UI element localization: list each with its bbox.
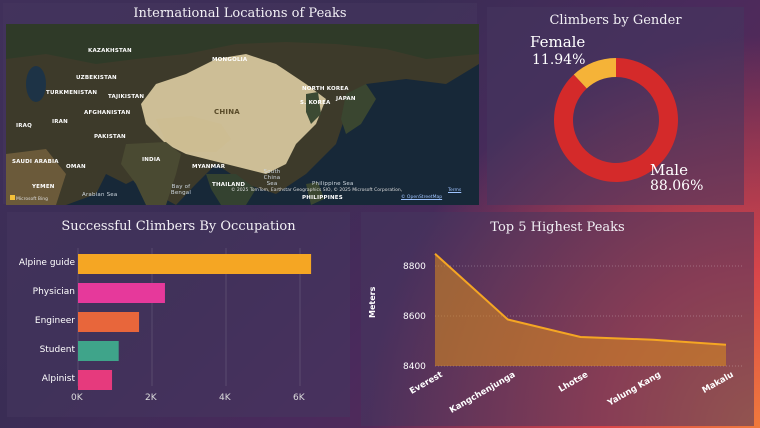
occupation-bar-label: Physician (32, 287, 75, 297)
occupation-bar[interactable] (78, 312, 140, 332)
occupation-bar[interactable] (78, 254, 312, 274)
y-tick-label: 8800 (403, 262, 426, 272)
map-label: CHINA (214, 108, 240, 116)
gender-donut (554, 58, 678, 182)
x-tick-label: Yalung Kang (605, 370, 663, 409)
map-title: International Locations of Peaks (133, 6, 347, 21)
x-tick-label: 2K (145, 393, 157, 403)
male-label: Male (650, 161, 688, 179)
gender-panel: Climbers by Gender Female 11.94% Male 88… (487, 7, 744, 205)
occupation-bar[interactable] (78, 341, 119, 361)
peaks-area (435, 253, 726, 366)
map-label: South China Sea (263, 169, 281, 187)
peaks-panel: Top 5 Highest Peaks 8400 8600 8800 Meters Ev… (361, 212, 754, 426)
male-percent: 88.06% (650, 178, 704, 194)
y-tick-label: 8400 (403, 362, 426, 372)
map-label: S. KOREA (300, 100, 331, 106)
map-label: MYANMAR (192, 164, 226, 170)
map-terrain (6, 24, 479, 205)
map-label: PHILIPPINES (302, 195, 343, 201)
y-axis-label: Meters (368, 286, 377, 318)
female-label: Female (530, 33, 586, 51)
occupation-chart (77, 248, 312, 390)
x-tick-label: Kangchenjunga (448, 370, 517, 416)
map-label: PAKISTAN (94, 134, 126, 140)
map-terms-link[interactable]: Terms (448, 188, 462, 193)
map-label: Arabian Sea (82, 192, 118, 198)
x-tick-label: Makalu (701, 370, 736, 396)
y-tick-label: 8600 (403, 312, 426, 322)
map-label: IRAQ (16, 123, 33, 129)
map-label: TAJIKISTAN (108, 94, 145, 100)
map-label: MONGOLIA (212, 57, 248, 63)
map-label: Philippine Sea (312, 181, 354, 187)
satellite-map[interactable]: KAZAKHSTAN MONGOLIA UZBEKISTAN TURKMENISTAN… (6, 24, 479, 205)
peaks-chart: 8400 8600 8800 Meters Everest Kangchenjunga Lh… (368, 253, 744, 416)
x-tick-label: Lhotse (557, 370, 590, 395)
map-label: Bay of Bengal (170, 184, 192, 196)
map-label: TURKMENISTAN (46, 90, 98, 96)
occupation-bar-label: Alpine guide (18, 258, 75, 268)
peaks-title: Top 5 Highest Peaks (490, 220, 625, 235)
peaks-line[interactable] (434, 253, 727, 346)
occupation-bar-label: Engineer (34, 316, 75, 326)
occupation-title: Successful Climbers By Occupation (61, 219, 296, 234)
x-tick-label: Everest (408, 370, 444, 397)
occupation-panel: Successful Climbers By Occupation Alpine… (7, 212, 350, 417)
female-slice[interactable] (573, 58, 616, 89)
occupation-bar[interactable] (78, 370, 113, 390)
map-label: THAILAND (212, 182, 246, 188)
map-label: UZBEKISTAN (76, 75, 117, 81)
gender-title: Climbers by Gender (549, 13, 682, 28)
map-label: KAZAKHSTAN (88, 48, 132, 54)
occupation-bar[interactable] (78, 283, 165, 303)
bing-logo: Microsoft Bing (10, 195, 48, 202)
microsoft-icon (10, 195, 15, 200)
male-slice[interactable] (554, 58, 678, 182)
map-label: OMAN (66, 164, 86, 170)
map-osm-link[interactable]: © OpenStreetMap (401, 195, 443, 200)
x-tick-label: 0K (71, 393, 83, 403)
occupation-bar-label: Alpinist (41, 374, 75, 384)
map-copyright: © 2025 TomTom, Earthstar Geographics SIO… (231, 188, 403, 193)
map-label: YEMEN (32, 184, 55, 190)
map-label: NORTH KOREA (302, 86, 349, 92)
map-label: JAPAN (336, 96, 356, 102)
female-percent: 11.94% (532, 52, 586, 68)
x-tick-label: 4K (219, 393, 231, 403)
map-label: IRAN (52, 119, 68, 125)
map-label: SAUDI ARABIA (12, 159, 59, 165)
map-label: INDIA (142, 157, 161, 163)
map-label: AFGHANISTAN (84, 110, 131, 116)
occupation-bar-label: Student (39, 345, 75, 355)
x-tick-label: 6K (293, 393, 305, 403)
map-panel: International Locations of Peaks (3, 3, 479, 205)
